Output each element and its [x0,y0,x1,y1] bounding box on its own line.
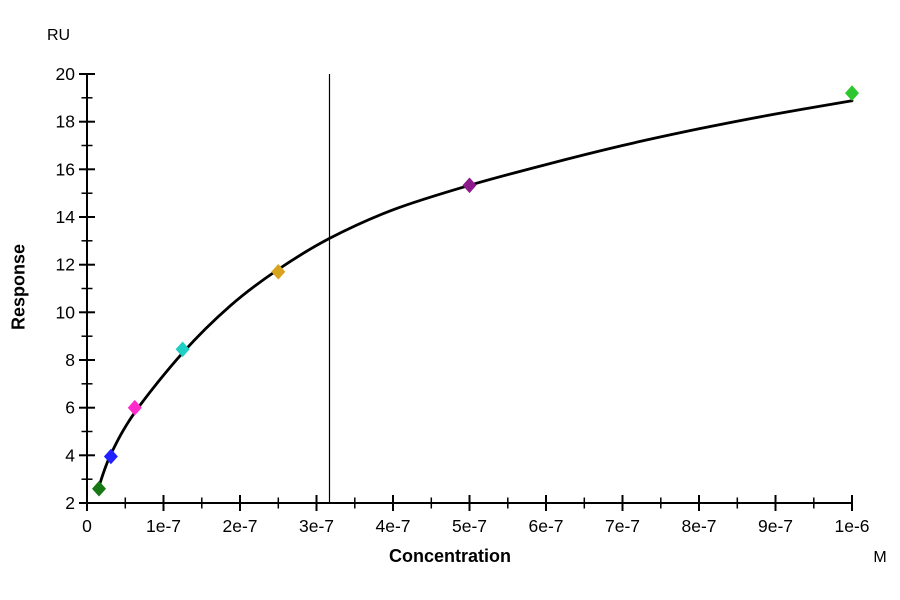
y-tick-label: 2 [65,493,75,513]
x-tick-label: 3e-7 [299,516,334,536]
y-tick-label: 18 [56,112,75,132]
x-tick-label: 4e-7 [375,516,410,536]
data-point-purple [462,177,477,194]
y-tick-label: 8 [65,350,75,370]
x-tick-label: 0 [82,516,92,536]
y-tick-label: 20 [56,64,76,84]
y-axis-title: Response [8,243,29,331]
x-axis-title: Concentration [388,546,512,566]
y-tick-label: 4 [65,445,75,465]
y-tick-label: 16 [56,159,75,179]
x-tick-label: 5e-7 [452,516,487,536]
data-point-turquoise [175,341,190,358]
x-axis-unit-label: M [873,549,887,566]
x-tick-label: 7e-7 [605,516,640,536]
data-point-magenta [127,399,142,416]
y-tick-label: 10 [56,302,76,322]
data-point-gold [271,264,286,280]
x-tick-label: 2e-7 [222,516,257,536]
fit-curve [97,99,854,488]
y-tick-label: 14 [56,207,76,227]
x-tick-label: 8e-7 [681,516,716,536]
data-point-blue [103,448,118,465]
y-axis-unit-label: RU [47,27,71,44]
y-tick-label: 6 [65,398,75,418]
axes [86,74,852,504]
x-tick-label: 9e-7 [758,516,793,536]
data-point-dark-green [92,480,106,497]
y-tick-label: 12 [56,255,75,275]
x-tick-label: 1e-6 [834,516,869,536]
data-point-light-green [845,85,859,101]
x-tick-label: 1e-7 [146,516,181,536]
x-tick-label: 6e-7 [528,516,563,536]
